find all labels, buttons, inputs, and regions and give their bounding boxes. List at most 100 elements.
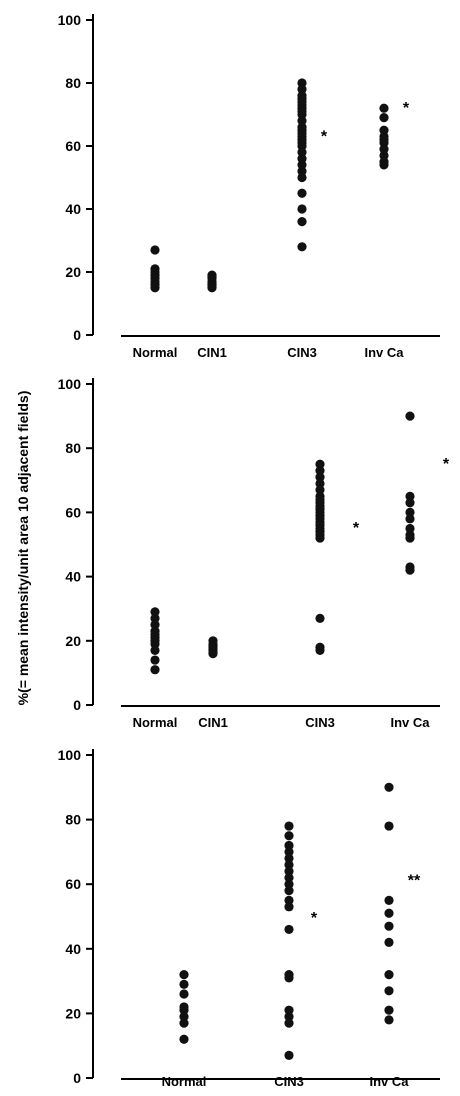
data-point xyxy=(284,973,294,983)
data-point xyxy=(405,507,415,517)
data-point xyxy=(297,204,307,214)
data-point xyxy=(179,970,189,980)
data-point xyxy=(150,620,160,630)
data-point xyxy=(297,188,307,198)
y-tick-label: 40 xyxy=(65,941,81,957)
data-point xyxy=(297,116,307,126)
significance-marker: * xyxy=(353,520,360,537)
data-point xyxy=(384,782,394,792)
data-point xyxy=(297,78,307,88)
data-point xyxy=(297,242,307,252)
data-point xyxy=(150,607,160,617)
data-point xyxy=(297,172,307,183)
data-point xyxy=(297,154,307,164)
data-point xyxy=(150,245,160,255)
data-point xyxy=(297,147,307,157)
x-category-label: Inv Ca xyxy=(390,715,430,730)
data-point xyxy=(315,613,325,623)
data-point xyxy=(405,411,415,421)
x-category-label: Normal xyxy=(133,345,178,360)
data-point xyxy=(379,144,389,154)
data-point xyxy=(379,150,389,161)
y-tick-label: 20 xyxy=(65,264,81,280)
y-tick-label: 0 xyxy=(73,697,81,713)
data-point xyxy=(284,821,294,831)
data-point xyxy=(150,613,160,623)
data-point xyxy=(315,466,325,476)
data-point xyxy=(284,840,294,851)
data-point xyxy=(379,125,389,135)
data-point xyxy=(384,921,394,931)
y-tick-label: 60 xyxy=(65,876,81,892)
x-category-label: CIN1 xyxy=(198,715,228,730)
data-point xyxy=(315,459,325,469)
data-point xyxy=(179,1018,189,1028)
y-tick-label: 80 xyxy=(65,75,81,91)
significance-marker: * xyxy=(321,128,328,145)
data-point xyxy=(405,514,415,524)
data-point xyxy=(297,166,307,176)
data-point xyxy=(379,138,389,148)
significance-marker: ** xyxy=(408,873,421,890)
chart-panel-middle: 0 20 40 60 80 100 Normal CIN1 CIN3 Inv Ca * * xyxy=(58,376,450,730)
data-point xyxy=(405,523,415,534)
data-point xyxy=(179,989,189,999)
data-point xyxy=(297,84,307,94)
data-point xyxy=(150,665,160,675)
x-category-label: CIN3 xyxy=(274,1074,304,1089)
data-point xyxy=(384,986,394,996)
data-point xyxy=(405,533,415,543)
data-point xyxy=(315,472,325,482)
data-point xyxy=(284,831,294,841)
y-tick-label: 20 xyxy=(65,1005,81,1021)
data-point xyxy=(315,533,325,543)
data-point xyxy=(379,160,389,170)
data-point xyxy=(284,847,294,857)
data-point xyxy=(297,217,307,227)
data-point xyxy=(405,491,415,501)
y-axis-label: %(= mean intensity/unit area 10 adjacent… xyxy=(15,391,31,706)
data-point xyxy=(384,937,394,947)
y-tick-label: 80 xyxy=(65,440,81,456)
data-point xyxy=(315,645,325,656)
data-point xyxy=(405,498,415,508)
x-category-label: Inv Ca xyxy=(364,345,404,360)
data-point xyxy=(179,1012,189,1022)
x-category-label: CIN3 xyxy=(305,715,335,730)
y-tick-label: 0 xyxy=(73,1070,81,1086)
data-point xyxy=(150,639,160,649)
data-point xyxy=(150,655,160,665)
significance-marker: * xyxy=(443,456,450,473)
data-point xyxy=(384,895,394,905)
data-point xyxy=(284,853,294,863)
x-category-label: CIN3 xyxy=(287,345,317,360)
data-point xyxy=(284,1018,294,1028)
data-point xyxy=(297,109,307,120)
data-point xyxy=(284,924,294,935)
data-point xyxy=(179,1005,189,1015)
data-point xyxy=(284,866,294,876)
data-point xyxy=(315,478,325,489)
data-point xyxy=(150,645,160,656)
data-point xyxy=(284,886,294,896)
data-point xyxy=(379,103,389,113)
data-point xyxy=(297,141,307,151)
data-point xyxy=(379,113,389,123)
data-point xyxy=(384,908,394,918)
y-tick-label: 100 xyxy=(58,12,82,28)
x-category-label: Normal xyxy=(133,715,178,730)
y-tick-label: 60 xyxy=(65,504,81,520)
data-point xyxy=(284,1005,294,1015)
x-category-label: Inv Ca xyxy=(369,1074,409,1089)
data-point xyxy=(179,1034,189,1044)
y-tick-label: 40 xyxy=(65,569,81,585)
data-point xyxy=(284,879,294,889)
data-point xyxy=(384,1015,394,1025)
data-point xyxy=(284,895,294,905)
significance-marker: * xyxy=(311,910,318,927)
data-point xyxy=(284,1012,294,1022)
y-tick-label: 0 xyxy=(73,327,81,343)
data-point xyxy=(384,970,394,980)
significance-marker: * xyxy=(403,100,410,117)
